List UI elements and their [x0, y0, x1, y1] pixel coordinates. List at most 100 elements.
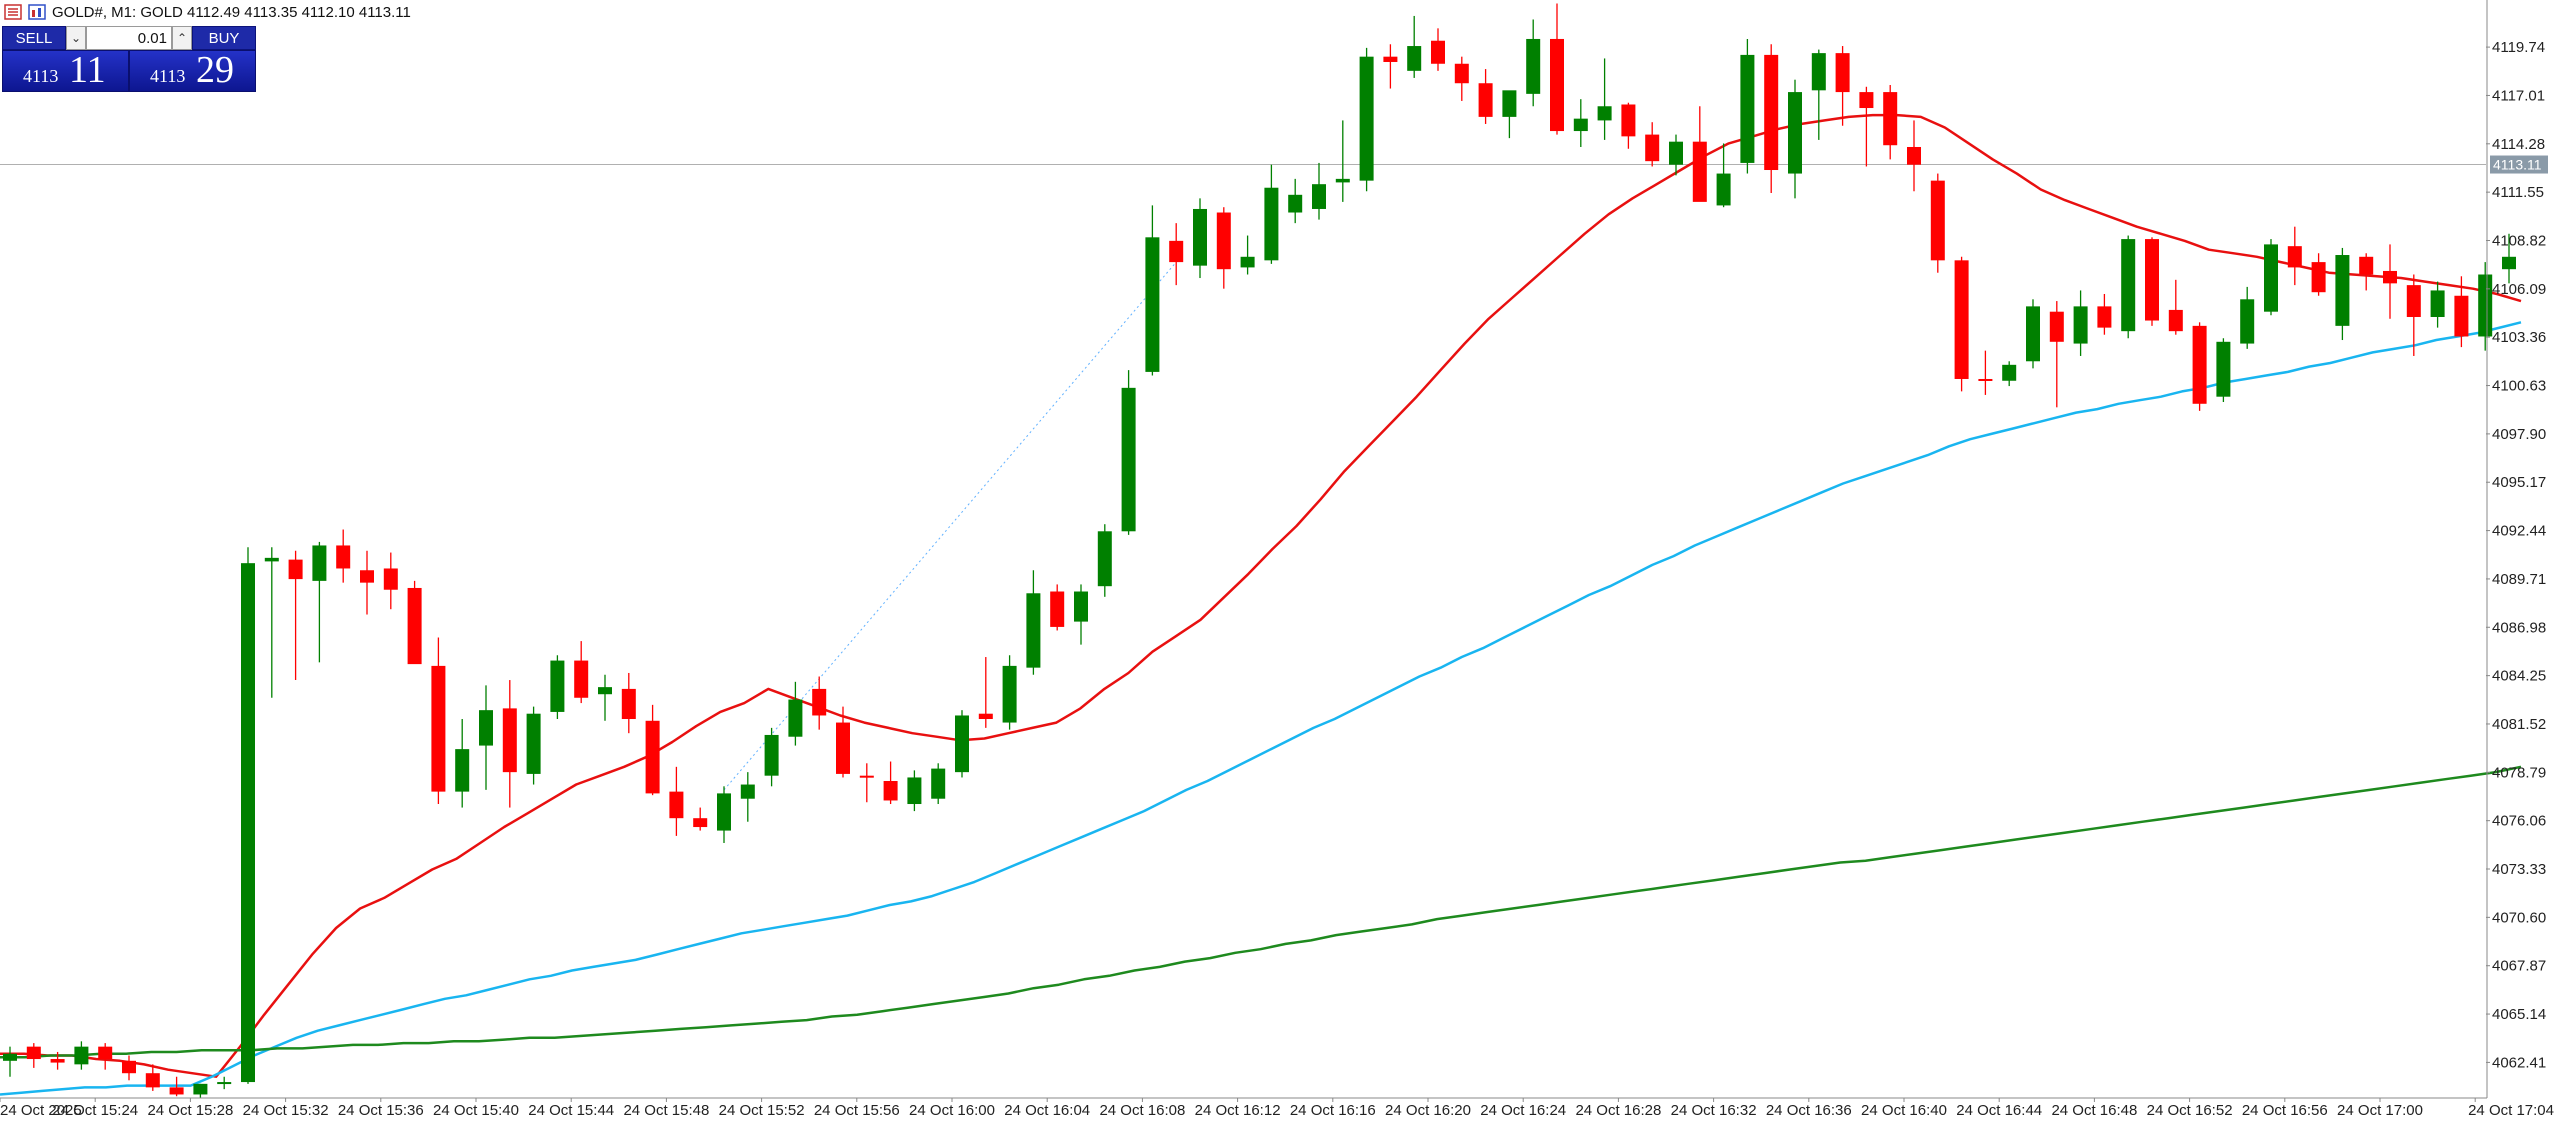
candle: [1716, 143, 1731, 208]
time-tick-label: 24 Oct 16:32: [1671, 1102, 1757, 1119]
candle-body: [2430, 290, 2445, 318]
sell-price-button[interactable]: 4113 11: [2, 49, 129, 92]
candle-body: [1216, 212, 1231, 270]
candle-body: [502, 708, 517, 773]
candle-body: [1859, 92, 1874, 109]
buy-price-button[interactable]: 4113 29: [129, 49, 256, 92]
time-tick-label: 24 Oct 15:36: [338, 1102, 424, 1119]
buy-price-big: 29: [196, 49, 234, 91]
candle-body: [717, 793, 731, 831]
volume-input[interactable]: 0.01: [86, 26, 172, 50]
candle-body: [2073, 306, 2088, 344]
price-tick-label: 4108.82: [2492, 232, 2546, 249]
time-tick-label: 24 Oct 16:28: [1575, 1102, 1661, 1119]
time-tick-label: 24 Oct 16:12: [1195, 1102, 1281, 1119]
candle: [693, 807, 708, 831]
candle: [288, 550, 303, 681]
candle-body: [1050, 591, 1065, 627]
candle-body: [550, 660, 565, 712]
menu-list-icon[interactable]: [4, 4, 22, 20]
time-tick-label: 24 Oct 16:40: [1861, 1102, 1947, 1119]
candle-body: [836, 722, 850, 774]
candle: [526, 706, 541, 785]
candle: [2454, 276, 2469, 348]
candle-body: [1764, 54, 1779, 171]
candle: [1692, 106, 1707, 202]
candle-body: [145, 1073, 160, 1088]
candle-body: [2406, 285, 2421, 318]
price-tick-label: 4114.28: [2492, 136, 2545, 153]
candle: [1573, 99, 1588, 147]
candle-body: [883, 780, 898, 801]
time-tick-label: 24 Oct 16:24: [1480, 1102, 1566, 1119]
candle-body: [740, 784, 755, 799]
volume-down-icon[interactable]: ⌄: [66, 26, 86, 50]
candle: [336, 529, 351, 583]
candle-body: [1716, 173, 1731, 206]
candle-body: [360, 570, 374, 583]
candle-body: [383, 568, 398, 590]
time-tick-label: 24 Oct 15:24: [52, 1102, 138, 1119]
candle-body: [1669, 141, 1683, 165]
candle-body: [2049, 311, 2064, 342]
time-tick-label: 24 Oct 15:52: [719, 1102, 805, 1119]
candle: [145, 1064, 160, 1091]
candle: [26, 1043, 41, 1068]
candle: [1883, 85, 1898, 160]
price-tick-label: 4100.63: [2492, 378, 2546, 395]
one-click-trading-panel: SELL ⌄ 0.01 ⌃ BUY 4113 11 4113 29: [2, 26, 256, 92]
sell-button[interactable]: SELL: [2, 26, 66, 50]
candle: [479, 685, 493, 790]
candle: [241, 547, 255, 1084]
candle-body: [693, 818, 708, 828]
candle: [1502, 90, 1517, 139]
candle: [955, 710, 969, 778]
candle: [550, 655, 565, 720]
current-price-label-group: 4113.11: [2490, 155, 2548, 174]
candle-body: [3, 1053, 17, 1061]
candle: [574, 641, 589, 704]
candle-body: [1930, 180, 1945, 261]
candle: [1907, 120, 1921, 192]
candle-body: [1550, 38, 1564, 132]
candle-body: [1145, 237, 1160, 372]
candle: [1026, 570, 1041, 675]
candle: [2216, 338, 2231, 403]
time-tick-label: 24 Oct 15:32: [243, 1102, 329, 1119]
candle-body: [1978, 378, 1993, 381]
candle: [98, 1043, 113, 1070]
candle: [1811, 49, 1826, 140]
candle: [3, 1046, 17, 1077]
candle: [1383, 44, 1398, 89]
volume-up-icon[interactable]: ⌃: [172, 26, 192, 50]
price-axis-labels: 4119.74 4117.01 4114.28 4111.55 4108.82 4106.…: [2486, 39, 2546, 1071]
buy-price-small: 4113: [150, 66, 186, 86]
candle-body: [574, 660, 589, 698]
candle-body: [645, 720, 660, 794]
candle-body: [1097, 531, 1112, 587]
candle-body: [2026, 306, 2040, 362]
candle-body: [2359, 256, 2374, 275]
chart-window-icon[interactable]: [28, 4, 46, 20]
ma-fast-line: [0, 113, 2522, 1078]
price-tick-label: 4095.17: [2492, 474, 2546, 491]
candle: [764, 727, 779, 787]
price-tick-label: 4067.87: [2492, 958, 2546, 975]
candle: [836, 706, 850, 778]
price-tick-label: 4106.09: [2492, 281, 2546, 298]
candle: [50, 1051, 65, 1070]
candle: [1074, 584, 1088, 645]
buy-button[interactable]: BUY: [192, 26, 256, 50]
candle-body: [1407, 46, 1422, 71]
moving-averages: [0, 113, 2522, 1096]
candle-body: [2002, 364, 2017, 381]
candle-body: [2097, 306, 2112, 328]
time-tick-label: 24 Oct 16:08: [1099, 1102, 1185, 1119]
candle-body: [431, 665, 446, 792]
candle: [978, 657, 993, 728]
candle-body: [2335, 255, 2350, 326]
candle: [740, 772, 755, 822]
candle: [2168, 279, 2183, 335]
time-tick-label: 24 Oct 16:00: [909, 1102, 995, 1119]
